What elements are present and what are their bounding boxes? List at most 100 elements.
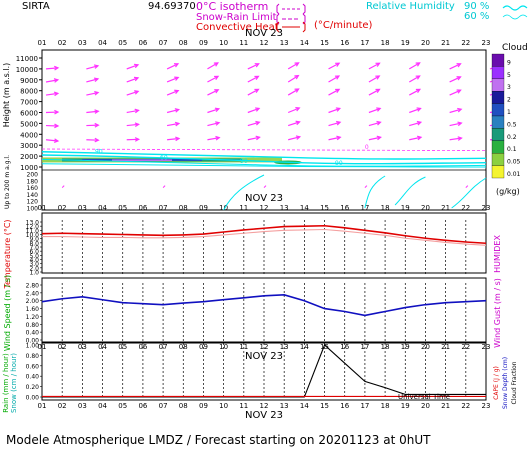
wind-arrow-head — [336, 120, 342, 126]
wind-tick-1.60: 1.60 — [26, 306, 40, 313]
temperature-tick-8.0: 8.0 — [29, 240, 39, 247]
wind-arrow-head — [213, 62, 219, 67]
wind-arrow-head — [375, 88, 381, 94]
wind-arrow-shaft — [328, 88, 340, 96]
bottom-hour-12: 12 — [260, 402, 269, 410]
temperature-tick-7.0: 7.0 — [29, 245, 39, 252]
temperature-tick-10.0: 10.0 — [26, 232, 40, 239]
mid-hour-04: 04 — [98, 204, 107, 212]
low-level-wind-mark — [263, 185, 267, 188]
top-hour-15: 15 — [320, 39, 329, 47]
bottom-hour-13: 13 — [280, 402, 289, 410]
wind-arrow-head — [294, 62, 300, 67]
height-tick-5000: 5000 — [20, 120, 38, 128]
colorbar-swatch — [491, 153, 505, 166]
temperature-series-temperature — [41, 224, 487, 245]
mid-hour-22: 22 — [461, 204, 470, 212]
mid-hour-09: 09 — [199, 204, 208, 212]
wind-arrow — [86, 77, 100, 83]
wind-arrow-head — [336, 135, 342, 141]
bottom-hour-03: 03 — [78, 402, 87, 410]
wind-arrow-head — [376, 120, 382, 126]
low-height-tick-200: 200 — [27, 172, 39, 179]
wind-arrow-head — [255, 120, 261, 126]
wind-series-wind-speed — [41, 294, 487, 317]
colorbar-label: 5 — [507, 72, 511, 79]
date-label-bottom: NOV 23 — [245, 410, 283, 421]
wind-arrow-shaft — [408, 88, 421, 96]
wind-arrow-shaft — [207, 137, 220, 141]
rh-contour — [451, 177, 487, 209]
header: SIRTA 94.69370 0°C isotherm Snow-Rain Li… — [22, 0, 528, 39]
wind-arrow — [247, 135, 261, 141]
colorbar-swatch — [491, 91, 505, 104]
wind-arrow — [247, 63, 260, 70]
height-tick-6000: 6000 — [20, 110, 38, 118]
wind-arrow-shaft — [449, 137, 462, 141]
legend-rh-label: Relative Humidity — [366, 1, 455, 12]
wind-arrow — [45, 138, 60, 143]
mid-hour-11: 11 — [239, 204, 248, 212]
colorbar-label: 0.01 — [507, 171, 521, 178]
vertical-section: 1100010000900080007000600050004000300020… — [16, 55, 504, 213]
legend-rh-60-sample — [502, 14, 528, 20]
colorbar-label: 0.5 — [507, 121, 517, 128]
precip-tick-0.20: 0.20 — [26, 384, 40, 391]
wind-arrow-shaft — [45, 92, 58, 96]
mid-hour-19: 19 — [401, 204, 410, 212]
colorbar-label: 9 — [507, 59, 511, 66]
bottom-hour-16: 16 — [340, 402, 349, 410]
wind-arrow — [409, 120, 423, 127]
wind-arrow — [207, 89, 220, 96]
wind-arrow — [207, 135, 221, 141]
wind-arrow-shaft — [45, 67, 59, 70]
wind-arrow-head — [175, 136, 181, 142]
wind-arrow-head — [416, 107, 422, 112]
wind-arrow — [86, 90, 100, 96]
wind-arrow-head — [94, 109, 100, 114]
wind-arrow-shaft — [126, 123, 139, 127]
bottom-hour-04: 04 — [98, 402, 107, 410]
bottom-hour-14: 14 — [300, 402, 309, 410]
cloud-band-core — [112, 159, 172, 161]
cloud-colorbar: Clouds (g/kg) 9 5 3 2 1 0.5 0.2 0.1 0.05 0.01 — [491, 43, 528, 196]
bottom-hour-18: 18 — [381, 402, 390, 410]
bottom-hour-10: 10 — [219, 402, 228, 410]
wind-arrow — [207, 121, 221, 127]
wind-arrow-shaft — [207, 62, 219, 70]
top-hour-07: 07 — [159, 39, 168, 47]
wind-arrow-shaft — [166, 109, 179, 114]
wind-arrow-head — [456, 63, 462, 68]
wind-arrow — [287, 107, 301, 114]
height-tick-9000: 9000 — [20, 77, 38, 85]
wind-arrow-head — [456, 89, 462, 94]
bottom-hour-09: 09 — [199, 402, 208, 410]
bottom-hour-07: 07 — [159, 402, 168, 410]
wind-arrow-head — [53, 78, 60, 83]
wind-arrow-head — [215, 135, 221, 141]
cloud-colorbar-unit: (g/kg) — [496, 187, 520, 196]
wind-arrow-shaft — [328, 107, 341, 114]
mid-hour-20: 20 — [421, 204, 430, 212]
wind-arrow — [207, 75, 220, 83]
wind-arrow — [328, 107, 342, 114]
mid-hour-12: 12 — [260, 204, 269, 212]
wind-arrow — [45, 123, 60, 129]
wind-arrow-head — [214, 75, 220, 80]
height-tick-1000: 1000 — [20, 164, 38, 172]
colorbar-swatch — [491, 78, 505, 92]
wind-arrow — [409, 135, 423, 141]
wind-arrow-shaft — [288, 136, 300, 141]
mid-hour-14: 14 — [300, 204, 309, 212]
wind-arrow-head — [173, 63, 180, 68]
wind-arrow-shaft — [247, 121, 260, 127]
wind-arrow-head — [94, 122, 100, 128]
wind-arrow-shaft — [247, 75, 259, 83]
wind-arrow-shaft — [247, 107, 260, 114]
mid-hour-15: 15 — [320, 204, 329, 212]
time-axis-label: Universal Time — [398, 393, 450, 401]
wind-arrow-head — [457, 136, 463, 141]
wind-arrow-head — [214, 89, 220, 94]
wind-arrow-shaft — [166, 90, 179, 96]
